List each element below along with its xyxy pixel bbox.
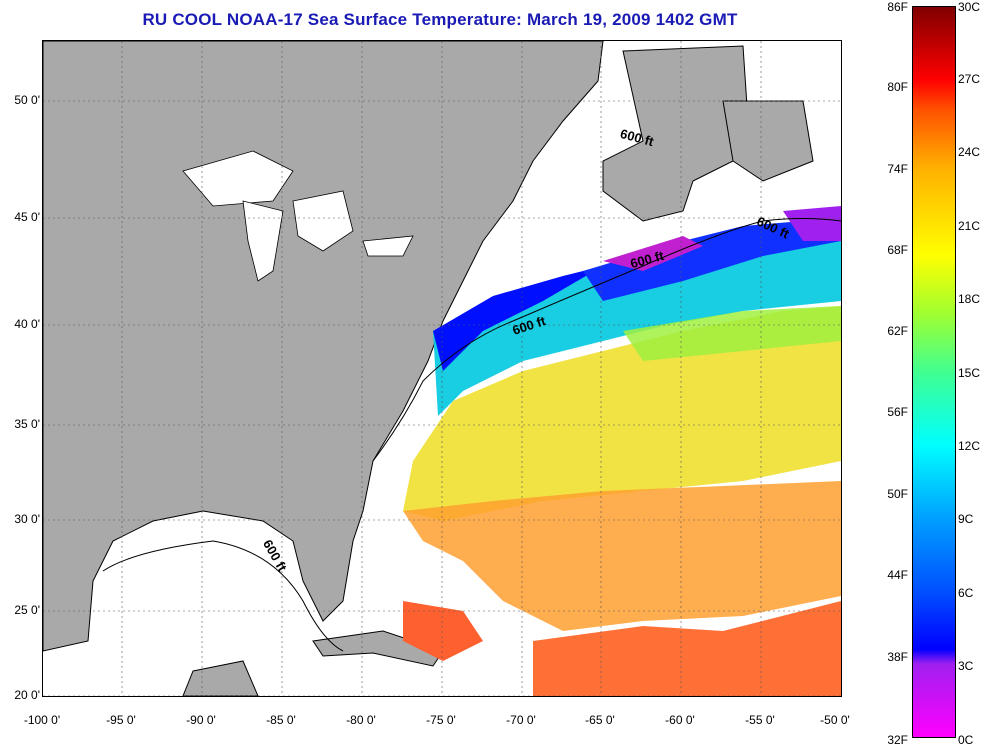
colorbar-f-label: 80F [887,80,908,94]
colorbar-c-label: 27C [958,72,981,86]
colorbar-f-label: 50F [887,487,908,501]
colorbar-f-label: 44F [887,568,908,582]
colorbar-c-label: 30C [958,0,981,14]
colorbar-c-label: 6C [958,586,974,600]
colorbar-f-label: 56F [887,405,908,419]
colorbar-f-label: 62F [887,324,908,338]
lon-label: -60 0' [665,713,695,727]
colorbar-c-label: 3C [958,659,974,673]
lon-label: -95 0' [106,713,136,727]
lon-label: -65 0' [585,713,615,727]
colorbar-f-label: 38F [887,650,908,664]
lon-label: -80 0' [346,713,376,727]
lat-label: 35 0' [14,417,40,431]
lat-label: 25 0' [14,603,40,617]
colorbar-f-label: 68F [887,243,908,257]
colorbar-c-label: 15C [958,366,981,380]
colorbar-c-label: 24C [958,145,981,159]
sst-map-canvas [43,41,841,696]
graticule [43,41,841,696]
lon-label: -75 0' [426,713,456,727]
land-north-america [43,41,604,652]
colorbar-f-label: 74F [887,162,908,176]
temperature-colorbar [912,6,956,738]
lat-label: 50 0' [14,93,40,107]
colorbar-f-label: 32F [887,733,908,747]
colorbar-c-label: 12C [958,439,981,453]
colorbar-f-label: 86F [887,0,908,14]
colorbar-c-label: 18C [958,292,981,306]
lat-label: 40 0' [14,317,40,331]
colorbar-c-label: 0C [958,733,974,747]
lon-label: -70 0' [506,713,536,727]
lon-label: -55 0' [745,713,775,727]
colorbar-c-label: 9C [958,512,974,526]
lat-label: 30 0' [14,512,40,526]
colorbar-c-label: 21C [958,219,981,233]
lon-label: -90 0' [186,713,216,727]
lon-label: -100 0' [23,713,61,727]
map-title: RU COOL NOAA-17 Sea Surface Temperature:… [142,10,738,29]
lon-label: -85 0' [266,713,296,727]
lat-label: 20 0' [14,688,40,702]
sst-map [42,40,842,697]
lon-label: -50 0' [820,713,850,727]
depth-contour [102,218,841,652]
lat-label: 45 0' [14,210,40,224]
